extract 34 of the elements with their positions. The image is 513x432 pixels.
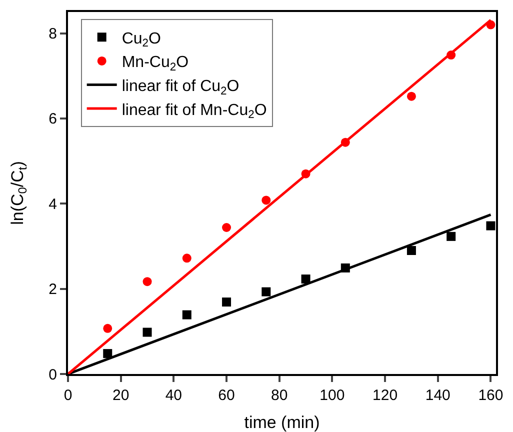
y-tick-label: 0 bbox=[48, 366, 57, 384]
point bbox=[142, 277, 152, 286]
point bbox=[262, 196, 271, 205]
legend-label: Mn-Cu$_{2}$O bbox=[122, 54, 189, 74]
point bbox=[222, 223, 232, 232]
x-tick-label: 20 bbox=[112, 387, 130, 404]
y-tick-label: 6 bbox=[48, 110, 57, 128]
x-tick-label: 160 bbox=[478, 387, 504, 404]
point bbox=[406, 92, 416, 101]
x-tick-label: 80 bbox=[271, 387, 288, 404]
point bbox=[262, 287, 271, 296]
point bbox=[222, 298, 232, 307]
point bbox=[103, 324, 112, 333]
x-tick-label: 120 bbox=[372, 387, 398, 404]
legend-label: linear fit of Cu$_{2}$O bbox=[122, 78, 240, 98]
x-tick-label: 0 bbox=[64, 387, 72, 404]
x-tick-label: 60 bbox=[218, 387, 235, 404]
point bbox=[142, 328, 152, 337]
point bbox=[182, 254, 192, 263]
x-tick-label: 140 bbox=[425, 387, 450, 404]
x-tick-label: 100 bbox=[320, 387, 345, 404]
point bbox=[301, 274, 310, 284]
y-tick-label: 4 bbox=[48, 196, 57, 213]
point bbox=[182, 310, 192, 320]
y-tick-label: 2 bbox=[48, 281, 57, 298]
point bbox=[446, 232, 456, 241]
x-tick-label: 40 bbox=[165, 387, 182, 404]
point bbox=[406, 246, 416, 255]
legend-label: Cu$_{2}$O bbox=[122, 30, 161, 50]
point bbox=[103, 349, 112, 358]
point bbox=[486, 221, 496, 230]
x-axis-title: time (min) bbox=[244, 413, 320, 432]
legend-label: linear fit of Mn-Cu$_{2}$O bbox=[122, 102, 267, 122]
y-tick-label: 8 bbox=[48, 26, 57, 43]
